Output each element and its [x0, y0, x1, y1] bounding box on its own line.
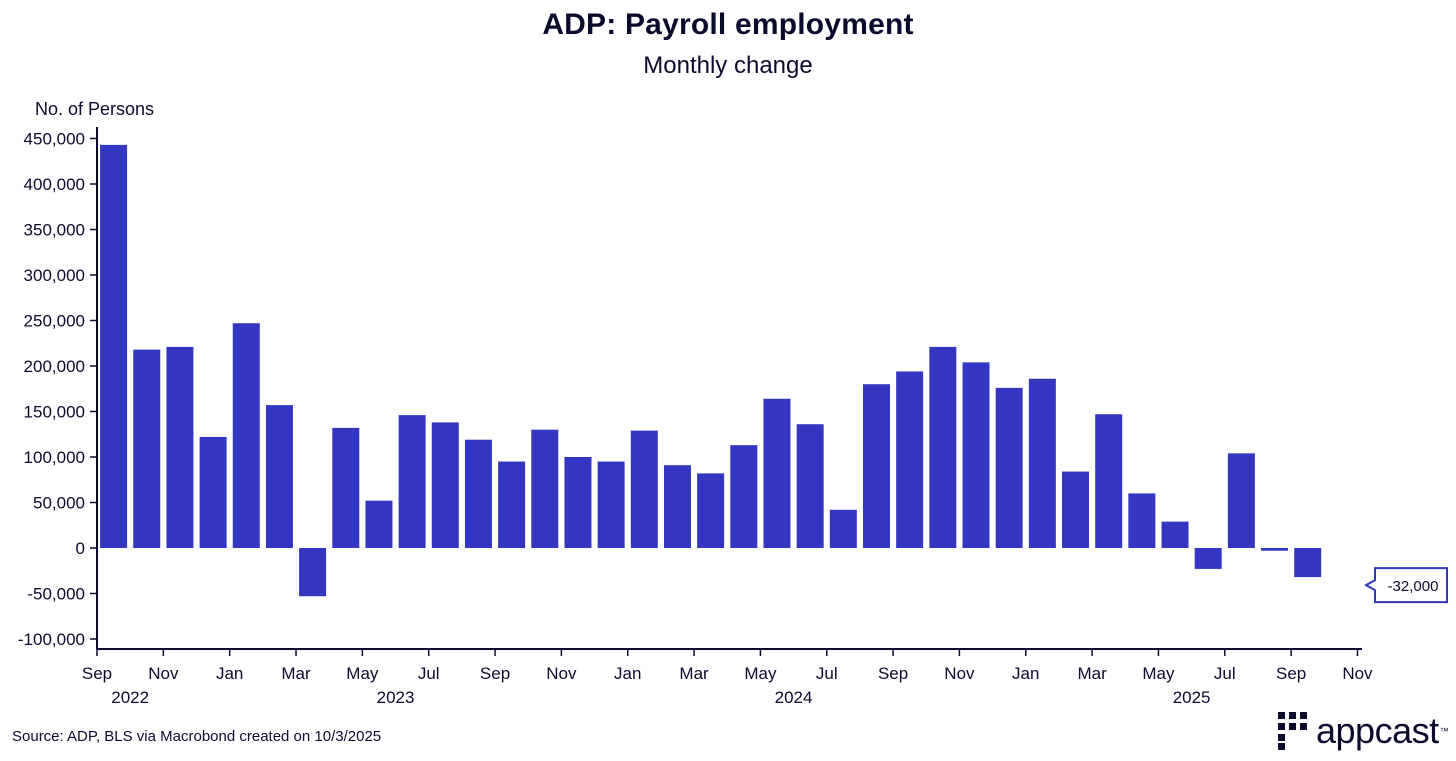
bar: [1261, 548, 1289, 551]
y-tick-label: 250,000: [24, 312, 85, 331]
bar: [1227, 453, 1255, 548]
x-tick-label: Sep: [82, 664, 112, 683]
x-tick-label: Jul: [1214, 664, 1236, 683]
x-tick-label: May: [346, 664, 379, 683]
bar: [332, 427, 360, 548]
x-tick-label: Nov: [944, 664, 975, 683]
bar: [531, 429, 559, 548]
x-tick-label: Nov: [1342, 664, 1373, 683]
y-tick-label: -50,000: [27, 585, 85, 604]
bar: [730, 445, 758, 548]
bar: [995, 387, 1023, 548]
x-tick-label: Nov: [148, 664, 179, 683]
bar: [896, 371, 924, 548]
x-tick-label: May: [1142, 664, 1175, 683]
bar: [1128, 493, 1156, 548]
y-tick-label: -100,000: [18, 630, 85, 649]
x-tick-label: Sep: [480, 664, 510, 683]
x-tick-label: Jan: [1012, 664, 1039, 683]
bar: [166, 346, 194, 548]
year-label: 2023: [377, 688, 415, 707]
last-value-label: -32,000: [1388, 578, 1439, 595]
last-value-callout: [1363, 567, 1448, 604]
bar: [199, 436, 227, 548]
x-tick-label: Sep: [878, 664, 908, 683]
bar: [1062, 471, 1090, 548]
appcast-logo: appcast ™: [1278, 712, 1449, 750]
bar: [1028, 378, 1056, 548]
x-tick-label: Mar: [1077, 664, 1107, 683]
year-label: 2022: [111, 688, 149, 707]
y-tick-label: 50,000: [33, 494, 85, 513]
bar: [398, 415, 426, 548]
x-tick-label: Mar: [281, 664, 311, 683]
year-label: 2025: [1173, 688, 1211, 707]
year-label: 2024: [775, 688, 813, 707]
y-tick-label: 0: [76, 539, 85, 558]
bar: [100, 144, 128, 548]
bar: [498, 461, 526, 548]
y-tick-label: 350,000: [24, 221, 85, 240]
bar: [862, 384, 890, 548]
bar: [133, 349, 161, 548]
logo-trademark: ™: [1439, 726, 1449, 736]
bar: [1095, 414, 1123, 548]
y-tick-label: 150,000: [24, 403, 85, 422]
bar: [365, 500, 393, 548]
bar: [697, 473, 725, 548]
x-tick-label: Jan: [216, 664, 243, 683]
bar: [299, 548, 327, 597]
y-tick-label: 100,000: [24, 448, 85, 467]
x-tick-label: May: [744, 664, 777, 683]
y-axis-label: No. of Persons: [35, 99, 155, 119]
bar: [962, 362, 990, 548]
bar: [763, 398, 791, 548]
bar: [663, 465, 691, 548]
bar: [1294, 548, 1322, 578]
bar: [1161, 521, 1189, 548]
bar: [464, 439, 492, 548]
appcast-logo-mark-icon: [1278, 712, 1307, 750]
x-tick-label: Jan: [614, 664, 641, 683]
logo-wordmark: appcast: [1316, 710, 1439, 751]
y-tick-label: 200,000: [24, 357, 85, 376]
y-tick-label: 450,000: [24, 130, 85, 149]
bar: [630, 430, 658, 548]
bar: [431, 422, 459, 548]
bar: [796, 424, 824, 548]
x-tick-label: Jul: [418, 664, 440, 683]
y-tick-label: 300,000: [24, 266, 85, 285]
x-tick-label: Jul: [816, 664, 838, 683]
bar: [232, 323, 260, 548]
bar: [829, 509, 857, 548]
bar: [1194, 548, 1222, 569]
bar: [265, 405, 293, 548]
source-note: Source: ADP, BLS via Macrobond created o…: [12, 728, 382, 745]
x-tick-label: Sep: [1276, 664, 1306, 683]
x-tick-label: Nov: [546, 664, 577, 683]
chart-subtitle: Monthly change: [643, 52, 813, 79]
bar: [564, 457, 592, 548]
chart-title: ADP: Payroll employment: [542, 8, 914, 41]
y-tick-label: 400,000: [24, 175, 85, 194]
bar: [597, 461, 625, 548]
bar: [929, 346, 957, 548]
x-tick-label: Mar: [679, 664, 709, 683]
